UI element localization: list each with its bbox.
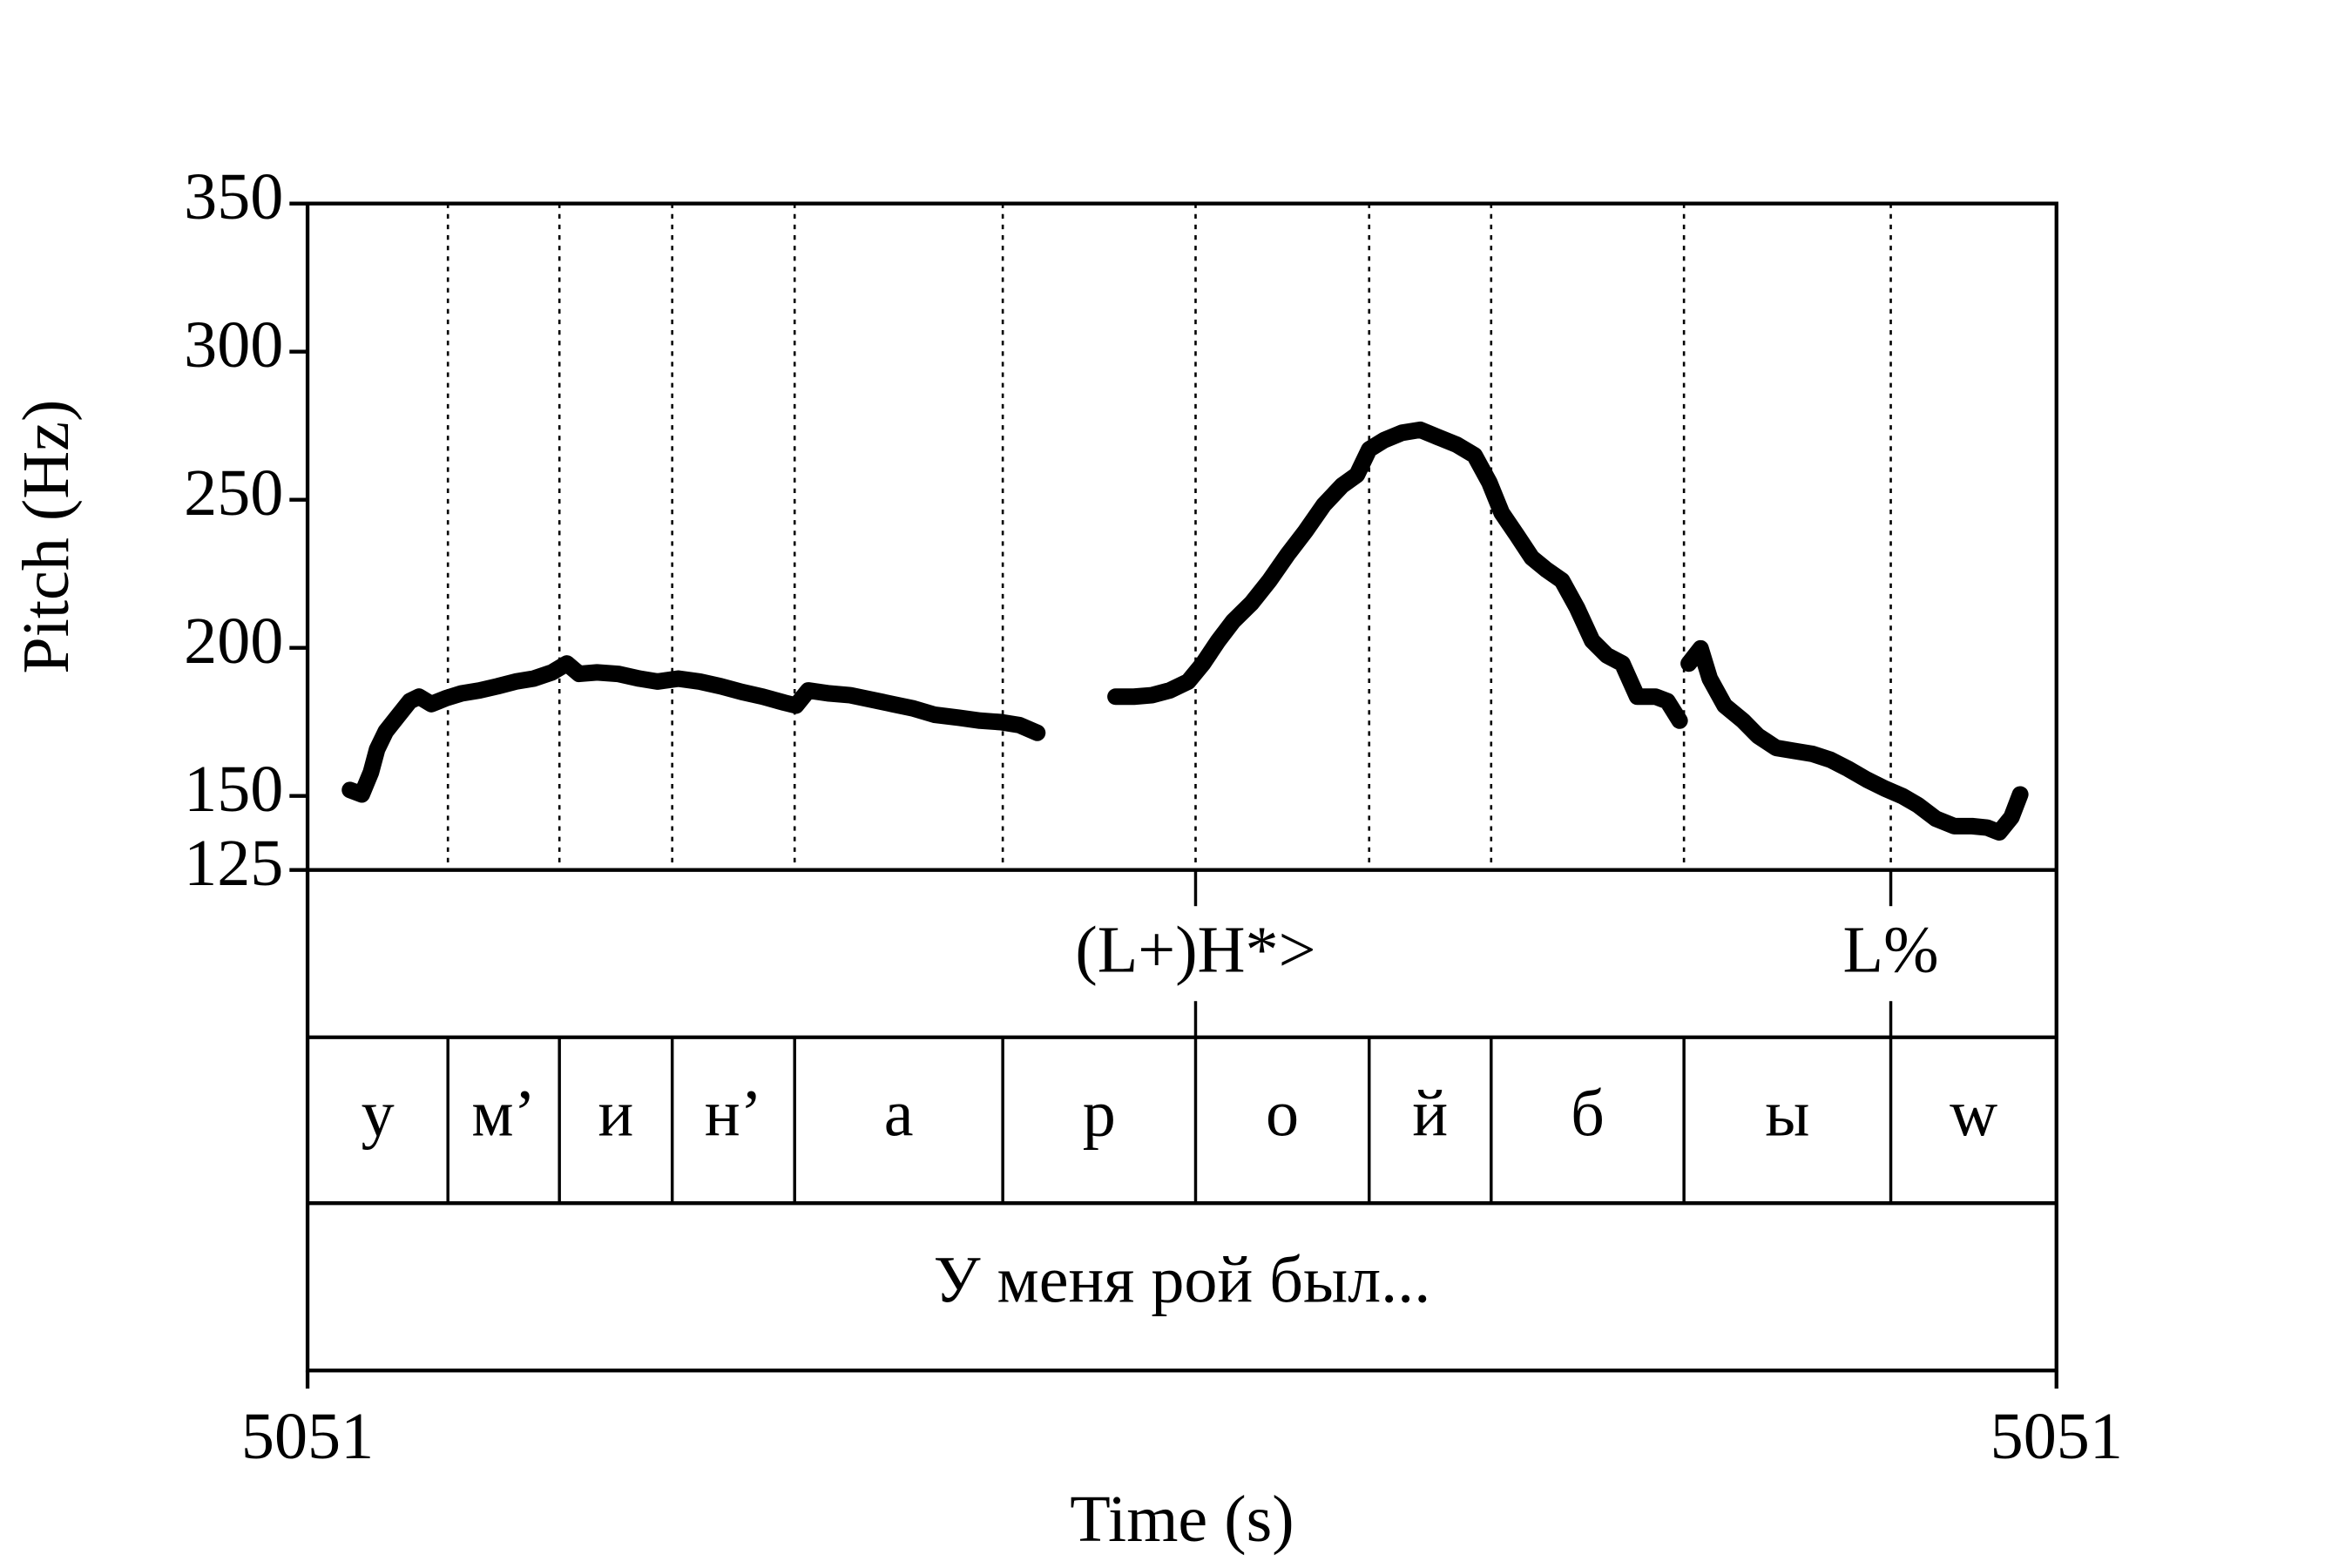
word-label: У меня рой был... — [934, 1244, 1431, 1317]
segment-label: н’ — [705, 1077, 762, 1150]
segment-label: и — [598, 1077, 634, 1150]
tone-label: (L+)H*> — [1075, 914, 1315, 987]
plot-frame — [305, 201, 2058, 1373]
segment-label: о — [1266, 1077, 1299, 1150]
y-tick-label: 250 — [184, 456, 283, 530]
x-tick-label: 5051 — [241, 1400, 374, 1473]
y-tick-label: 150 — [184, 753, 283, 826]
segment-label: й — [1412, 1077, 1448, 1150]
segment-label: б — [1571, 1077, 1605, 1150]
x-axis-label: Time (s) — [1070, 1483, 1294, 1556]
y-tick-label: 350 — [184, 160, 283, 233]
pitch-contour — [341, 421, 2029, 841]
tone-label: L% — [1843, 914, 1939, 987]
y-tick-label: 200 — [184, 605, 283, 678]
frame — [305, 201, 2058, 1373]
segment-label: ы — [1765, 1077, 1809, 1150]
y-tick-label: 300 — [184, 308, 283, 382]
segment-label: а — [884, 1077, 914, 1150]
y-tick-label: 125 — [184, 827, 283, 900]
segment-label: w — [1950, 1077, 1997, 1150]
segment-label: м’ — [471, 1077, 536, 1150]
segment-label: р — [1083, 1077, 1116, 1150]
x-tick-label: 5051 — [1990, 1400, 2123, 1473]
segment-label: у — [362, 1077, 395, 1150]
y-axis-label: Pitch (Hz) — [10, 400, 83, 674]
